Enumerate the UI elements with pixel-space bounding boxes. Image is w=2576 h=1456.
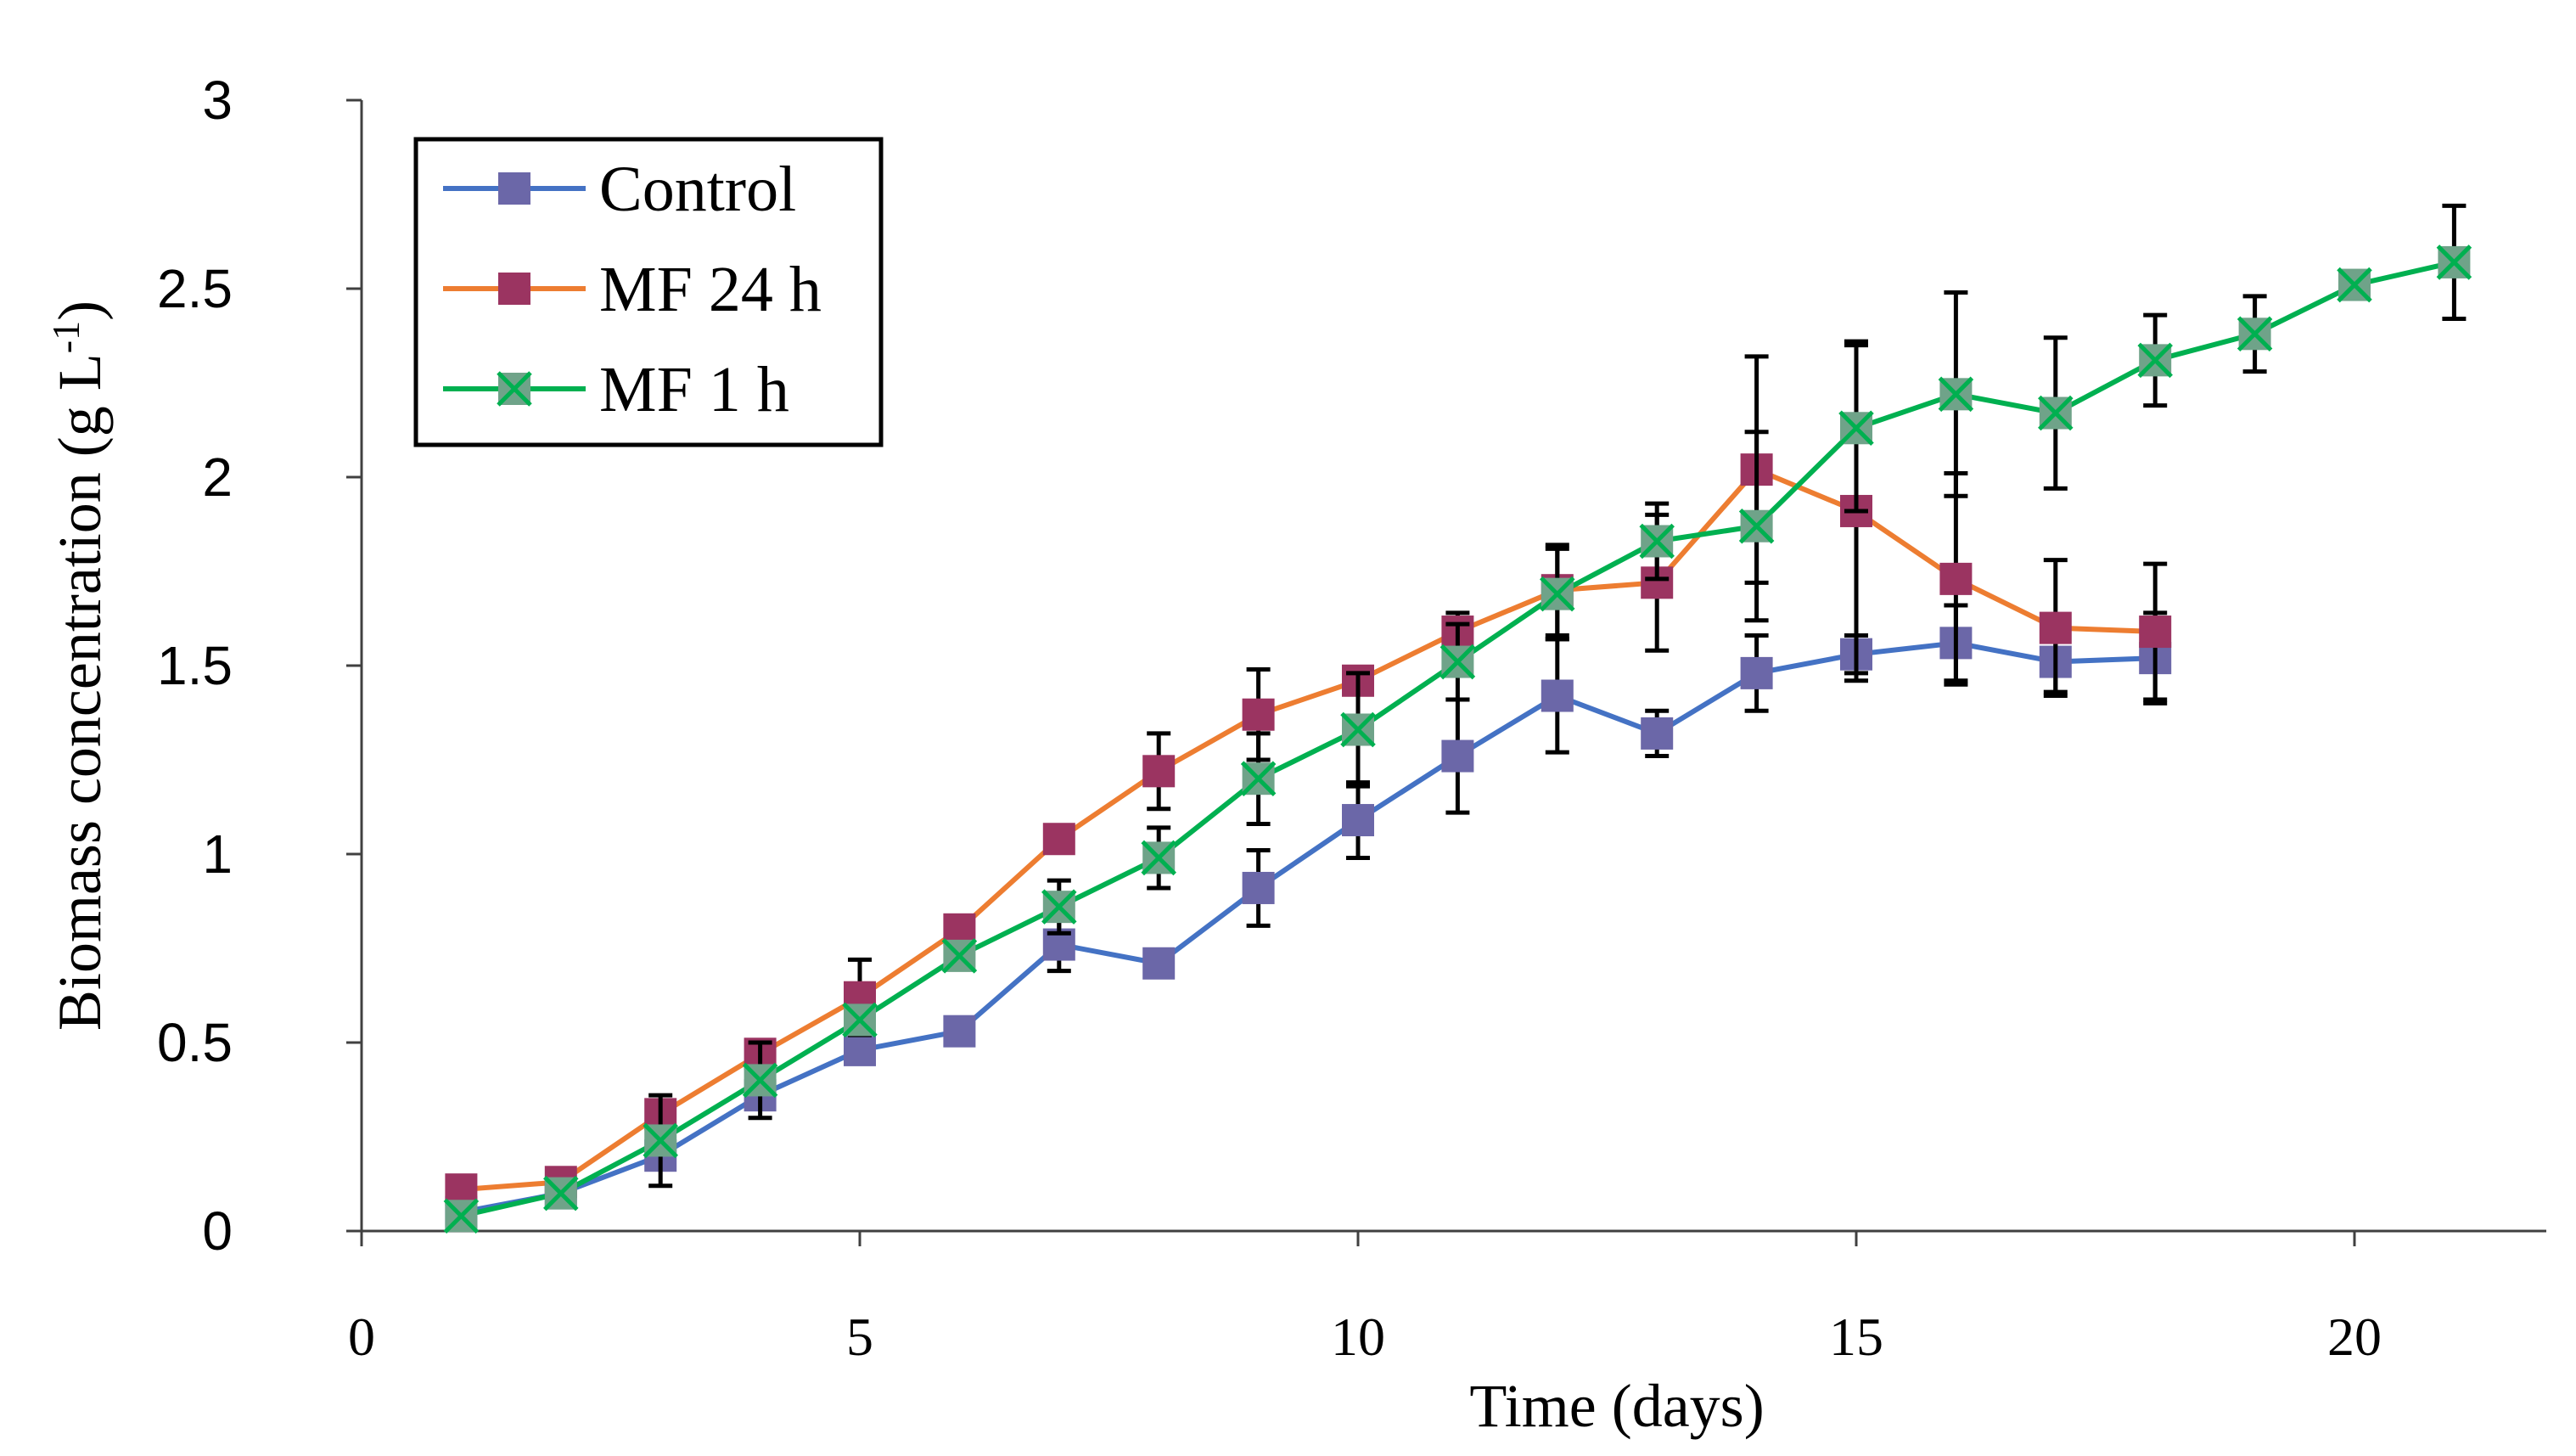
mf-1-h-point-marker-cross [1838, 410, 1874, 447]
mf-24-h-point-marker [1242, 698, 1275, 731]
series-mf-24-h [445, 339, 2172, 1206]
mf-1-h-point-marker-cross [2236, 316, 2273, 352]
mf-24-h-line [461, 467, 2156, 1193]
control-point-marker [844, 1033, 876, 1066]
mf-1-h-point-marker-cross [543, 1175, 579, 1211]
legend: Control MF 24 h MF 1 h [413, 137, 884, 447]
control-point-marker [1342, 804, 1374, 837]
mf-24-h-point-marker [1939, 562, 1973, 595]
mf-1-h-point-marker-cross [1240, 761, 1277, 796]
mf-1-h-point-marker-cross [2337, 267, 2372, 303]
mf-1-h-point-marker-cross [1938, 376, 1974, 413]
legend-label-mf-1-h: MF 1 h [599, 354, 789, 425]
control-point-marker [1142, 947, 1176, 980]
y-axis-title-main: Biomass concentration (g L [46, 353, 114, 1031]
mf-24-h-point-marker [2139, 616, 2172, 649]
mf-1-h-point-marker-cross [1141, 840, 1176, 876]
mf-1-h-point-marker-cross [1041, 889, 1077, 925]
y-tick-label: 1 [202, 824, 233, 885]
mf-1-h-point-marker-cross [2038, 395, 2074, 431]
control-point-marker [1242, 871, 1275, 904]
x-tick-label: 20 [2327, 1307, 2382, 1367]
mf-24-h-point-marker [1042, 823, 1075, 856]
legend-label-mf-24-h: MF 24 h [599, 254, 822, 325]
legend-label-control: Control [599, 154, 796, 225]
y-tick-label: 1.5 [157, 635, 233, 696]
control-point-marker [1641, 717, 1674, 750]
mf-1-h-point-marker-cross [842, 1002, 878, 1038]
mf-1-h-point-marker-cross [443, 1198, 480, 1234]
y-axis-title-close: ) [46, 301, 114, 321]
mf-1-h-point-marker-cross [1540, 576, 1575, 612]
mf-1-h-point-marker-cross [2137, 342, 2173, 379]
y-tick-label: 3 [202, 70, 233, 131]
legend-mf-1-h-marker-cross [497, 371, 532, 407]
mf-1-h-point-marker-cross [1440, 644, 1476, 680]
control-point-marker [1740, 656, 1773, 689]
mf-24-h-point-marker [2039, 611, 2072, 644]
mf-1-h-point-marker-cross [1738, 508, 1775, 544]
y-tick-label: 0 [202, 1200, 233, 1262]
control-point-marker [943, 1015, 976, 1048]
y-axis-title-superscript: -1 [44, 321, 87, 353]
x-axis-title: Time (days) [1469, 1372, 1764, 1440]
mf-1-h-point-marker-cross [1340, 711, 1376, 748]
control-point-marker [1541, 679, 1574, 712]
y-tick-label: 2.5 [157, 258, 233, 319]
x-tick-label: 15 [1829, 1307, 1883, 1367]
mf-24-h-point-marker [1142, 755, 1176, 788]
x-tick-label: 0 [348, 1307, 375, 1367]
mf-1-h-point-marker-cross [1639, 523, 1675, 559]
legend-mf-24-h-marker [498, 273, 530, 305]
x-tick-label: 10 [1331, 1307, 1385, 1367]
y-tick-label: 0.5 [157, 1012, 233, 1073]
x-tick-label: 5 [846, 1307, 873, 1367]
y-axis-title: Biomass concentration (g L-1) [44, 301, 115, 1031]
mf-1-h-point-marker-cross [941, 938, 978, 974]
y-tick-label: 2 [202, 447, 233, 508]
mf-1-h-point-marker-cross [643, 1122, 678, 1159]
control-line [460, 640, 2156, 1215]
legend-control-marker [498, 172, 530, 205]
mf-1-h-point-marker-cross [2436, 245, 2472, 280]
series-mf-1-h [443, 203, 2472, 1234]
mf-1-h-point-marker-cross [742, 1062, 778, 1099]
control-point-marker [1441, 739, 1474, 773]
